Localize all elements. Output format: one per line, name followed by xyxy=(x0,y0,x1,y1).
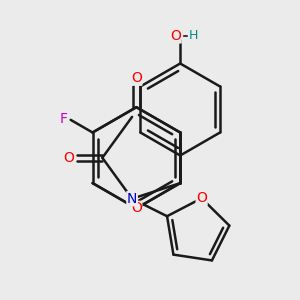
Text: H: H xyxy=(188,29,198,42)
Text: F: F xyxy=(59,112,68,126)
Text: O: O xyxy=(63,151,74,165)
Text: O: O xyxy=(196,191,207,205)
Text: N: N xyxy=(127,192,137,206)
Text: O: O xyxy=(131,71,142,85)
Text: O: O xyxy=(131,201,142,215)
Text: O: O xyxy=(170,29,181,43)
